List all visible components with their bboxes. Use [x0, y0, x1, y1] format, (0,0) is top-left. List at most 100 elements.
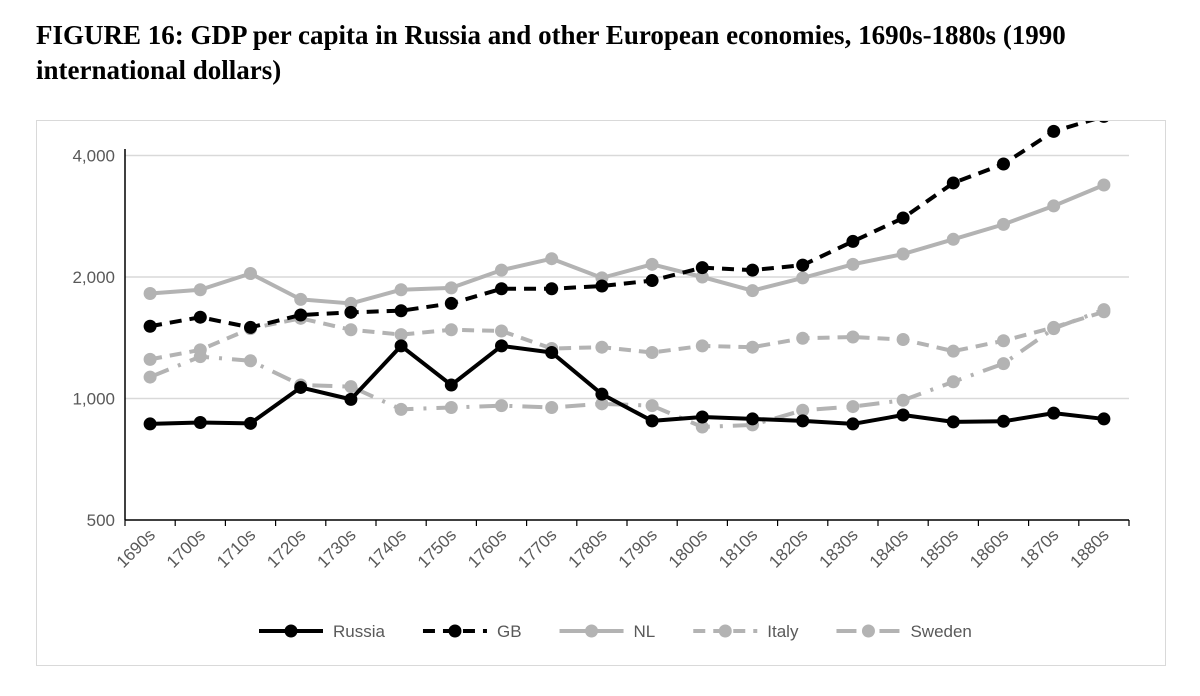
data-point	[846, 330, 860, 344]
x-tick-label: 1780s	[565, 525, 611, 571]
legend-item-gb: GB	[422, 622, 522, 641]
data-point	[394, 283, 408, 297]
series-line-gb	[149, 114, 1105, 330]
legend-label: Italy	[767, 622, 799, 641]
legend: Russia GB NL Italy Sweden	[259, 622, 972, 641]
data-point	[746, 412, 759, 426]
data-point	[896, 408, 910, 422]
data-point	[344, 305, 358, 319]
data-point	[796, 414, 810, 428]
data-point	[495, 324, 508, 338]
data-point	[746, 284, 759, 298]
series-italy	[143, 305, 1111, 366]
data-point	[997, 357, 1010, 371]
legend-label: Sweden	[910, 622, 971, 641]
x-tick-label: 1850s	[916, 525, 962, 571]
x-tick-label: 1710s	[213, 525, 259, 571]
data-point	[193, 350, 207, 364]
data-point	[495, 339, 508, 353]
data-point	[244, 267, 257, 281]
data-point	[344, 323, 358, 337]
series-line-russia	[150, 343, 1105, 426]
data-point	[946, 344, 960, 358]
series-nl	[143, 178, 1111, 310]
data-point	[796, 331, 810, 345]
data-point	[595, 397, 609, 411]
data-point	[695, 410, 709, 424]
figure-title: FIGURE 16: GDP per capita in Russia and …	[36, 20, 1066, 85]
data-point	[545, 346, 559, 360]
data-point	[645, 274, 659, 288]
data-point	[545, 282, 559, 296]
data-point	[143, 319, 157, 333]
data-point	[746, 340, 759, 354]
data-point	[645, 257, 659, 271]
data-point	[645, 414, 659, 428]
data-point	[294, 292, 308, 306]
data-point	[896, 211, 910, 225]
x-tick-label: 1790s	[615, 525, 661, 571]
data-point	[997, 414, 1010, 428]
legend-swatch-marker	[284, 624, 298, 638]
legend-swatch-marker	[718, 624, 732, 638]
data-point	[796, 258, 810, 272]
x-tick-label: 1730s	[314, 525, 360, 571]
series-russia	[143, 339, 1111, 431]
data-point	[1047, 124, 1061, 138]
data-point	[294, 380, 308, 394]
data-point	[444, 323, 458, 337]
data-point	[193, 416, 207, 430]
data-point	[695, 270, 709, 284]
series-line-sweden	[149, 307, 1105, 429]
series-line-italy	[149, 309, 1105, 362]
x-tick-label: 1820s	[765, 525, 811, 571]
data-point	[1047, 199, 1061, 213]
x-tick-label: 1840s	[866, 525, 912, 571]
data-point	[143, 352, 157, 366]
data-point	[796, 271, 810, 285]
data-point	[997, 334, 1010, 348]
data-point	[344, 392, 358, 406]
x-tick-label: 1700s	[163, 525, 209, 571]
data-point	[645, 346, 659, 360]
x-tick-label: 1810s	[715, 525, 761, 571]
legend-item-sweden: Sweden	[836, 622, 972, 641]
data-point	[495, 282, 508, 296]
legend-swatch-marker	[448, 624, 462, 638]
x-tick-label: 1740s	[364, 525, 410, 571]
data-point	[946, 375, 960, 389]
x-tick-label: 1880s	[1067, 525, 1113, 571]
data-point	[846, 417, 860, 431]
data-point	[294, 308, 308, 322]
data-point	[1097, 303, 1111, 317]
legend-swatch-marker	[861, 624, 875, 638]
data-point	[545, 252, 559, 266]
data-point	[746, 263, 759, 277]
y-tick-label: 2,000	[72, 268, 115, 287]
series-line-nl	[149, 183, 1105, 306]
data-point	[695, 420, 709, 434]
x-tick-label: 1860s	[966, 525, 1012, 571]
data-point	[143, 287, 157, 301]
x-tick-label: 1830s	[816, 525, 862, 571]
y-tick-label: 4,000	[72, 146, 115, 165]
legend-label: Russia	[333, 622, 386, 641]
legend-label: NL	[634, 622, 656, 641]
data-point	[946, 415, 960, 429]
data-point	[444, 400, 458, 414]
data-point	[946, 176, 960, 190]
legend-item-russia: Russia	[259, 622, 386, 641]
x-tick-label: 1690s	[113, 525, 159, 571]
data-point	[495, 263, 508, 277]
chart-container: 500 1,000 2,000 4,000 1690s 1700s 1710s 1720s 17…	[36, 109, 1166, 666]
data-point	[846, 400, 860, 414]
data-point	[896, 247, 910, 261]
y-tick-label: 1,000	[72, 389, 115, 408]
data-point	[595, 279, 609, 293]
data-point	[846, 234, 860, 248]
data-point	[444, 281, 458, 295]
data-point	[394, 328, 408, 342]
x-tick-label: 1760s	[464, 525, 510, 571]
